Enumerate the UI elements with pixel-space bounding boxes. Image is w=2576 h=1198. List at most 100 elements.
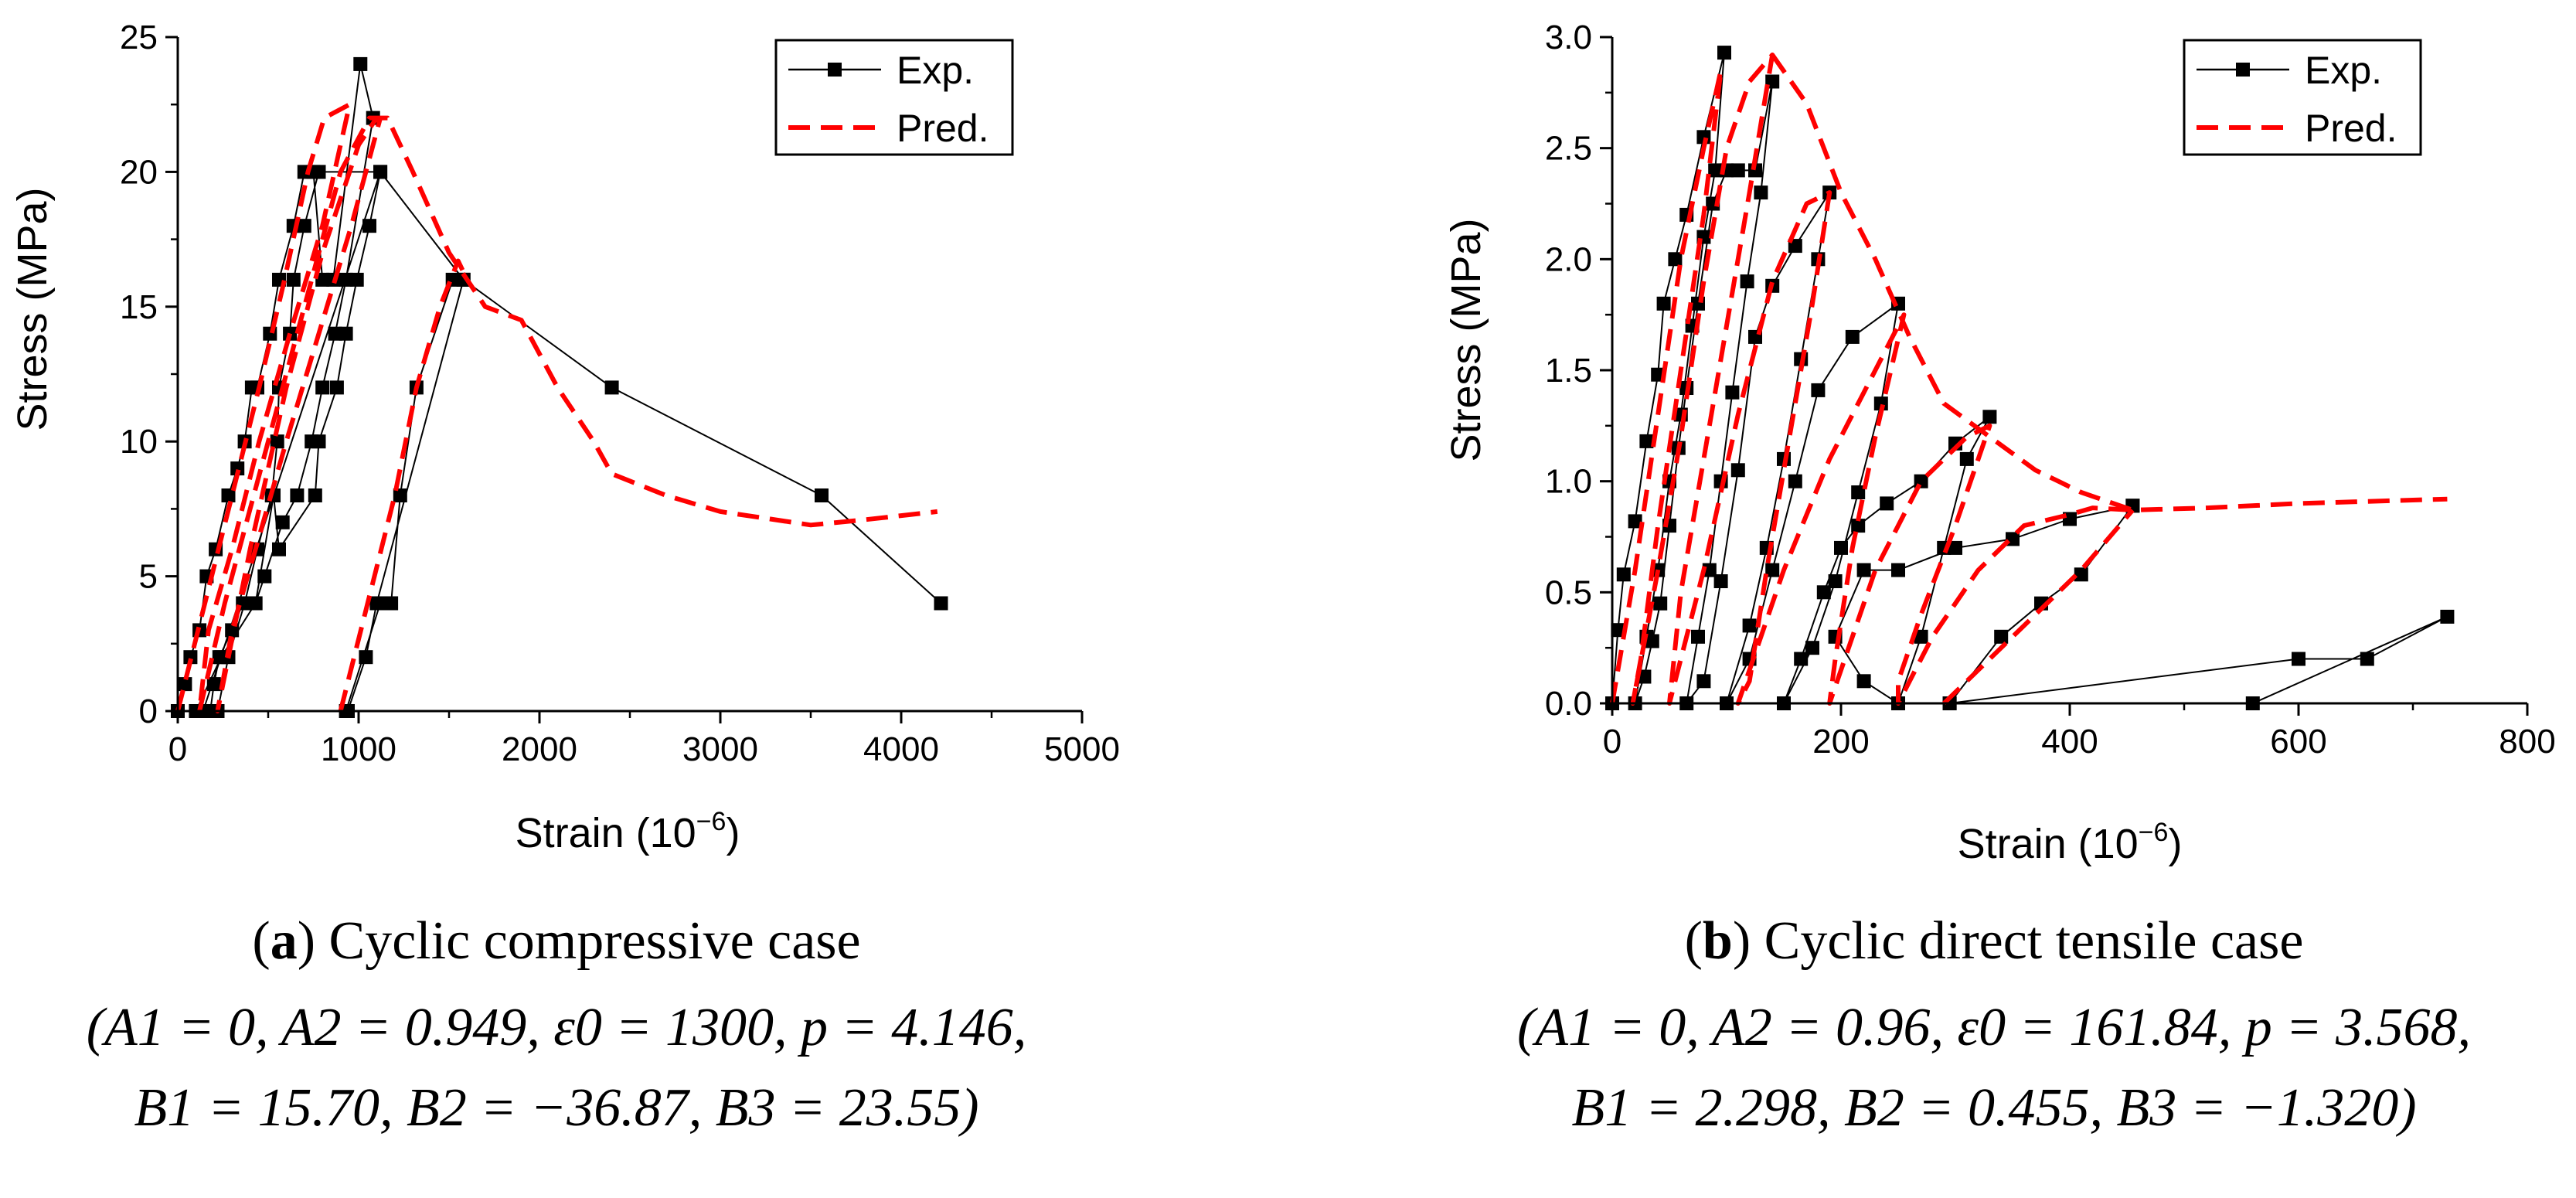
exp-data-point xyxy=(1914,629,1928,644)
x-tick-label: 4000 xyxy=(863,730,939,768)
x-tick-label: 800 xyxy=(2499,723,2555,761)
exp-data-point xyxy=(1742,618,1757,633)
pred-series-line xyxy=(1770,53,2134,512)
exp-data-point xyxy=(328,326,342,341)
exp-data-point xyxy=(214,650,229,665)
y-tick-label: 0.0 xyxy=(1545,685,1592,723)
exp-data-point xyxy=(1891,563,1905,577)
panel-a-caption: (a) Cyclic compressive case (A1 = 0, A2 … xyxy=(87,911,1027,1138)
panel-a-caption-title: (a) Cyclic compressive case xyxy=(252,911,860,971)
exp-data-point xyxy=(349,272,364,287)
exp-data-point xyxy=(1708,163,1723,178)
x-tick-label: 2000 xyxy=(502,730,577,768)
panel-a-chart: 0 1000 2000 3000 4000 5000 0 5 10 15 20 25 Stress (… xyxy=(9,19,1120,856)
exp-data-point xyxy=(2440,609,2455,624)
exp-data-point xyxy=(311,165,326,179)
y-tick-label: 20 xyxy=(120,153,158,191)
exp-data-point xyxy=(248,596,263,611)
panel-a-legend-pred: Pred. xyxy=(897,107,989,150)
panel-b-y-axis-label: Stress (MPa) xyxy=(1443,218,1489,461)
x-tick-label: 0 xyxy=(168,730,187,768)
panel-b-caption-params-1: (A1 = 0, A2 = 0.96, ε0 = 161.84, p = 3.5… xyxy=(1517,998,2471,1057)
exp-data-point xyxy=(373,165,388,179)
x-tick-label: 200 xyxy=(1812,723,1869,761)
exp-data-point xyxy=(1856,674,1871,689)
y-tick-label: 15 xyxy=(120,288,158,326)
exp-data-point xyxy=(393,488,407,502)
exp-data-point xyxy=(1740,274,1754,289)
panel-b-x-axis-label: Strain (10−6) xyxy=(1958,818,2183,867)
x-tick-label: 400 xyxy=(2041,723,2098,761)
exp-data-point xyxy=(339,272,353,287)
exp-data-point xyxy=(221,488,236,502)
exp-data-point xyxy=(311,434,326,449)
exp-data-point xyxy=(178,677,192,692)
y-tick-label: 10 xyxy=(120,423,158,461)
exp-data-point xyxy=(1656,296,1671,311)
panel-b-axes xyxy=(1600,36,2529,716)
x-tick-label: 3000 xyxy=(682,730,758,768)
exp-data-point xyxy=(275,515,290,529)
y-tick-label: 1.0 xyxy=(1545,463,1592,501)
exp-data-point xyxy=(315,380,330,395)
exp-data-point xyxy=(329,380,344,395)
panel-b-plot-area xyxy=(1605,46,2455,710)
pred-series-line xyxy=(175,102,938,713)
exp-data-point xyxy=(1851,485,1866,499)
exp-data-point xyxy=(1805,641,1819,655)
legend-square-marker xyxy=(2236,63,2250,77)
exp-data-point xyxy=(1730,463,1745,478)
exp-data-point xyxy=(1880,496,1894,511)
panel-b-tick-labels: 0 200 400 600 800 0.0 0.5 1.0 1.5 2.0 2.5 3.0 xyxy=(1545,19,2556,761)
exp-series-line xyxy=(177,63,942,712)
exp-data-point xyxy=(1717,46,1731,60)
exp-data-point xyxy=(1851,519,1866,533)
exp-data-point xyxy=(604,380,619,395)
x-tick-label: 1000 xyxy=(321,730,396,768)
exp-data-point xyxy=(1856,563,1871,577)
exp-data-point xyxy=(1653,596,1668,611)
exp-data-point xyxy=(934,596,948,611)
y-tick-label: 2.5 xyxy=(1545,130,1592,168)
exp-data-point xyxy=(1948,540,1962,555)
exp-data-point xyxy=(1765,563,1780,577)
exp-data-point xyxy=(225,623,240,638)
exp-data-point xyxy=(286,272,301,287)
exp-data-point xyxy=(297,219,311,233)
y-tick-label: 0 xyxy=(139,693,158,730)
panel-b-legend-exp: Exp. xyxy=(2305,49,2382,92)
exp-data-point xyxy=(1628,514,1642,529)
y-tick-label: 5 xyxy=(139,558,158,596)
pred-series-line xyxy=(338,258,470,712)
exp-data-point xyxy=(1611,623,1625,638)
x-tick-label: 0 xyxy=(1603,723,1621,761)
panel-a-caption-params-2: B1 = 15.70, B2 = −36.87, B3 = 23.55) xyxy=(134,1078,978,1138)
exp-data-point xyxy=(353,56,368,71)
exp-data-point xyxy=(183,650,198,665)
exp-data-point xyxy=(1668,252,1683,267)
panel-b-chart: 0 200 400 600 800 0.0 0.5 1.0 1.5 2.0 2.5 3.0 Stres… xyxy=(1443,19,2556,867)
exp-data-point xyxy=(308,488,322,502)
exp-data-point xyxy=(1982,410,1997,424)
exp-data-point xyxy=(230,461,245,476)
y-tick-label: 3.0 xyxy=(1545,19,1592,56)
exp-data-point xyxy=(1788,474,1802,488)
exp-data-point xyxy=(384,596,399,611)
exp-data-point xyxy=(2360,652,2374,666)
exp-data-point xyxy=(339,326,353,341)
pred-series-line xyxy=(1942,509,2135,706)
exp-data-point xyxy=(1828,574,1843,588)
exp-data-point xyxy=(1639,434,1654,448)
exp-data-point xyxy=(815,488,829,502)
exp-data-point xyxy=(290,488,305,502)
panel-b-legend-pred: Pred. xyxy=(2305,107,2397,150)
exp-data-point xyxy=(1702,563,1717,577)
exp-data-point xyxy=(206,677,221,692)
exp-data-point xyxy=(1616,567,1631,582)
exp-data-point xyxy=(1994,629,2009,644)
y-tick-label: 0.5 xyxy=(1545,573,1592,611)
exp-data-point xyxy=(359,650,373,665)
exp-data-point xyxy=(1754,185,1768,200)
exp-data-point xyxy=(1811,383,1826,397)
exp-data-point xyxy=(362,219,376,233)
